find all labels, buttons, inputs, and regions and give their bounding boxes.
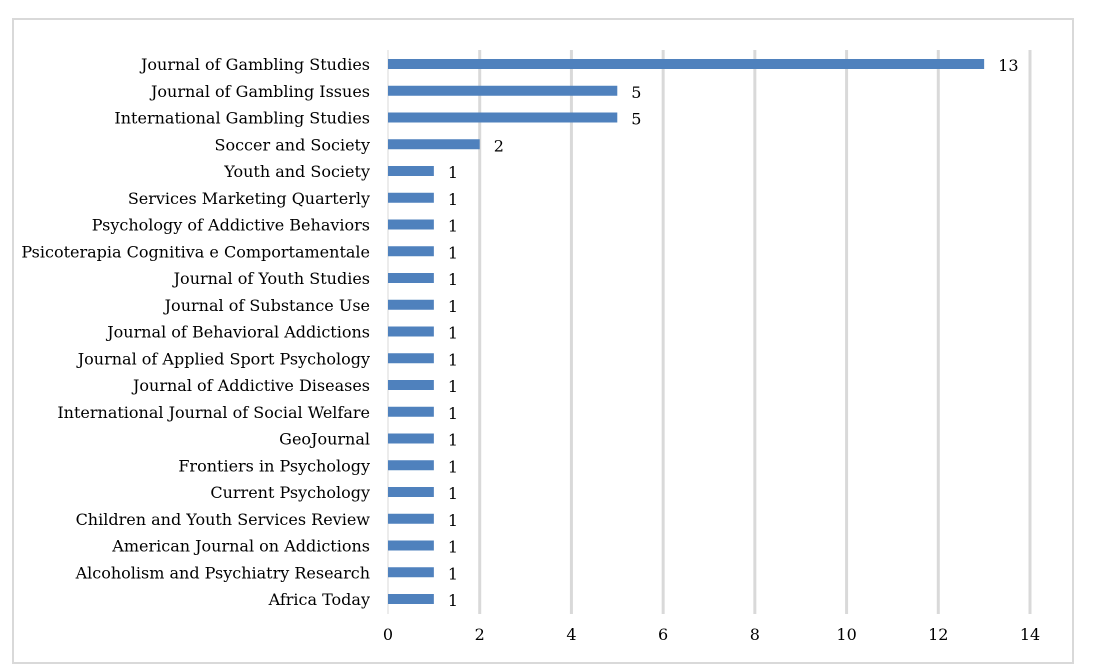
x-tick-label: 14 [1020, 625, 1040, 644]
grid-layer [387, 50, 1032, 614]
bar [388, 540, 434, 551]
data-label: 1 [448, 431, 458, 450]
category-label: Journal of Addictive Diseases [131, 376, 370, 395]
bar [388, 380, 434, 390]
bar [388, 567, 434, 578]
bar [388, 166, 434, 176]
bar [388, 219, 434, 230]
data-label: 1 [448, 404, 458, 423]
x-tick-label: 4 [566, 625, 576, 644]
category-label: Journal of Gambling Studies [139, 55, 370, 74]
bar [388, 326, 434, 337]
category-label: Current Psychology [210, 483, 370, 502]
category-label: Journal of Substance Use [163, 296, 370, 315]
category-label: Journal of Gambling Issues [149, 82, 370, 101]
data-label: 1 [448, 270, 458, 289]
x-tick-label: 6 [658, 625, 668, 644]
data-label: 5 [631, 110, 641, 129]
data-label: 1 [448, 538, 458, 557]
chart-frame [12, 18, 1074, 664]
data-label: 1 [448, 324, 458, 343]
bar [388, 85, 618, 96]
data-label: 1 [448, 217, 458, 236]
bar [388, 513, 434, 524]
category-label: Alcoholism and Psychiatry Research [75, 563, 370, 582]
bar [388, 594, 434, 604]
data-label: 1 [448, 297, 458, 316]
data-label: 1 [448, 564, 458, 583]
category-label: Psychology of Addictive Behaviors [92, 216, 370, 235]
category-label: Soccer and Society [215, 135, 371, 154]
category-label: GeoJournal [279, 430, 370, 449]
data-label: 1 [448, 243, 458, 262]
data-label: 1 [448, 484, 458, 503]
category-label: Youth and Society [223, 162, 370, 181]
category-label: American Journal on Addictions [111, 537, 370, 556]
data-label: 1 [448, 377, 458, 396]
data-label: 1 [448, 591, 458, 610]
data-label: 1 [448, 163, 458, 182]
x-tick-label: 2 [475, 625, 485, 644]
bar [388, 353, 434, 364]
category-label: Journal of Applied Sport Psychology [76, 349, 370, 368]
bar [388, 246, 434, 257]
category-label: International Journal of Social Welfare [57, 403, 370, 422]
category-label: Journal of Youth Studies [172, 269, 370, 288]
x-tick-label: 8 [750, 625, 760, 644]
bar [388, 192, 434, 203]
bar [388, 433, 434, 444]
data-label: 2 [494, 136, 504, 155]
data-label: 5 [631, 83, 641, 102]
category-label: Children and Youth Services Review [76, 510, 371, 529]
bar [388, 273, 434, 283]
category-label: International Gambling Studies [114, 109, 370, 128]
category-label: Journal of Behavioral Addictions [105, 323, 370, 342]
bar [388, 487, 434, 497]
x-tick-label: 10 [836, 625, 856, 644]
category-label: Psicoterapia Cognitiva e Comportamentale [21, 242, 370, 261]
category-label: Frontiers in Psychology [178, 456, 370, 475]
data-label: 1 [448, 511, 458, 530]
bar [388, 112, 618, 123]
bar [388, 406, 434, 417]
bar [388, 59, 985, 69]
bar [388, 139, 480, 150]
data-label: 1 [448, 350, 458, 369]
category-label: Africa Today [268, 590, 370, 609]
data-label: 13 [998, 56, 1018, 75]
data-label: 1 [448, 457, 458, 476]
bar [388, 299, 434, 310]
bar-layer [388, 59, 985, 604]
bar [388, 460, 434, 471]
x-tick-label: 12 [928, 625, 948, 644]
data-label: 1 [448, 190, 458, 209]
category-label: Services Marketing Quarterly [128, 189, 370, 208]
x-tick-label: 0 [383, 625, 393, 644]
